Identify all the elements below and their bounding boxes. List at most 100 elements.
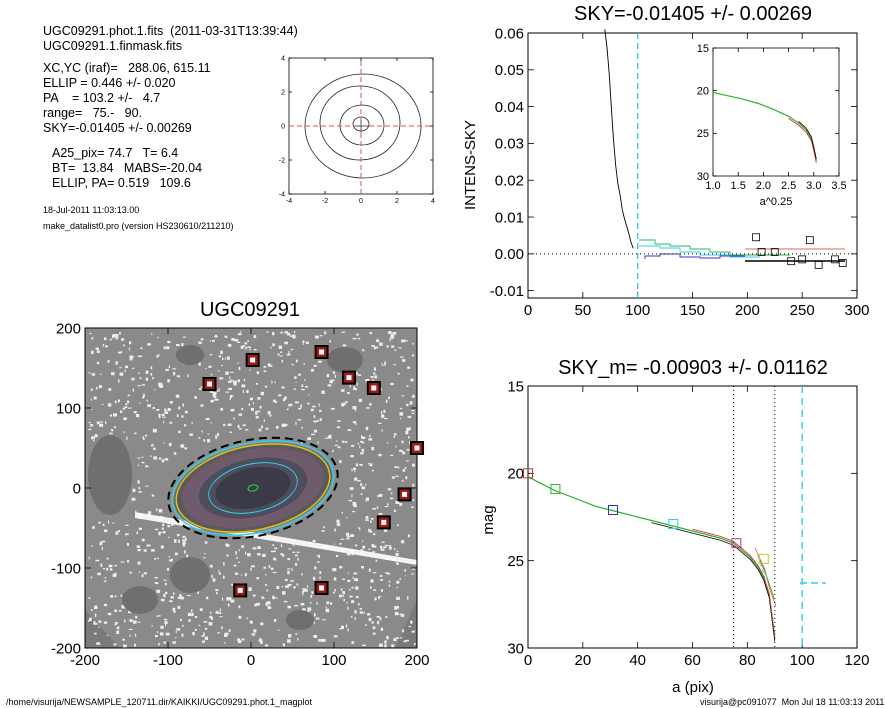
x-tick-label: 300 [844, 302, 869, 319]
x-tick-label: 2.5 [781, 180, 796, 192]
x-tick-label: 250 [790, 302, 815, 319]
x-tick-label: 100 [790, 652, 815, 669]
y-tick-label: 200 [56, 320, 81, 337]
sky-title: SKY=-0.01405 +/- 0.00269 [574, 3, 812, 25]
sky-residual-curves [639, 239, 845, 262]
mag-marker [550, 484, 561, 495]
program-line: make_datalist0.pro (version HS230610/211… [43, 221, 234, 231]
x-tick-label: -2 [322, 198, 328, 205]
mag-profile-series-black [651, 522, 776, 642]
y-tick-label: -2 [279, 157, 285, 164]
x-tick-label: 200 [404, 652, 429, 669]
mag-ylabel: mag [480, 505, 497, 534]
x-tick-label: 0 [524, 302, 532, 319]
sky-point [805, 236, 814, 245]
x-tick-label: 0 [359, 198, 363, 205]
x-tick-label: 1.0 [705, 180, 720, 192]
mag-extra-curves [754, 547, 826, 636]
inset-profile-series-black [798, 121, 817, 159]
x-tick-label: 80 [739, 652, 756, 669]
x-tick-label: 20 [574, 652, 591, 669]
masked-star-core [402, 491, 408, 497]
sky-point [831, 255, 839, 264]
mag-frame [527, 385, 858, 649]
masked-star-core [319, 349, 325, 355]
sky-line: SKY=-0.01405 +/- 0.00269 [43, 121, 192, 135]
inset-xlabel: a^0.25 [760, 196, 793, 208]
masked-star-core [381, 519, 387, 525]
inset-profile-series-red [788, 118, 817, 163]
mask-line: UGC09291.1.finmask.fits [43, 39, 182, 53]
x-tick-label: 2.0 [756, 180, 771, 192]
range-line: range= 75.- 90. [43, 106, 143, 120]
x-tick-label: 50 [574, 302, 591, 319]
x-tick-label: -4 [286, 198, 292, 205]
y-tick-label: 0.05 [495, 62, 524, 79]
contour-plot: -4 -2 0 2 4 -4 -2 0 2 4 [279, 55, 435, 205]
masked-star-core [207, 381, 212, 387]
y-tick-label: -0.01 [490, 283, 524, 300]
sky-point [814, 260, 823, 269]
y-tick-label: 15 [507, 378, 524, 395]
y-tick-label: 0 [73, 480, 81, 497]
a25-line: A25_pix= 74.7 T= 6.4 [52, 146, 179, 160]
x-tick-label: 3.0 [806, 180, 821, 192]
y-tick-label: 4 [281, 55, 285, 62]
mag-marker [758, 553, 769, 564]
galaxy-body [167, 436, 339, 540]
masked-star-core [319, 585, 325, 591]
x-tick-label: 40 [629, 652, 646, 669]
inset-profile-series [712, 91, 817, 161]
y-tick-label: -4 [279, 191, 285, 198]
ellip-line: ELLIP = 0.446 +/- 0.020 [43, 76, 176, 90]
y-tick-label: 0.00 [495, 246, 524, 263]
sky-point [757, 248, 766, 256]
mag-marker [607, 505, 618, 516]
mag-marker [668, 518, 679, 529]
x-tick-label: 0 [247, 652, 255, 669]
y-tick-label: 25 [507, 553, 524, 570]
sky-plot: SKY=-0.01405 +/- 0.00269 INTENS-SKY a^0.… [462, 3, 870, 319]
sky-profile-series [604, 29, 634, 249]
y-tick-label: 25 [697, 128, 709, 140]
y-tick-label: -200 [51, 640, 81, 657]
y-tick-label: -100 [51, 560, 81, 577]
masked-star-core [346, 375, 352, 381]
y-tick-label: 0.02 [495, 172, 524, 189]
image-title: UGC09291 [200, 299, 300, 321]
sky-point [787, 257, 796, 266]
masked-star-core [371, 385, 377, 391]
x-tick-label: -100 [153, 652, 183, 669]
footer-stamp: visurija@pc091077 Mon Jul 18 11:03:13 20… [700, 697, 885, 707]
footer-path: /home/visurija/NEWSAMPLE_120711.dir/KAIK… [6, 697, 312, 707]
y-tick-label: 30 [507, 640, 524, 657]
y-tick-label: 0.03 [495, 136, 524, 153]
y-tick-label: 30 [697, 171, 709, 183]
y-tick-label: 0.04 [495, 99, 524, 116]
masked-star-core [250, 357, 256, 363]
y-tick-label: 20 [507, 466, 524, 483]
image-plot: UGC09291 [51, 299, 430, 669]
x-tick-label: 200 [735, 302, 760, 319]
y-tick-label: 100 [56, 400, 81, 417]
x-tick-label: 4 [431, 198, 435, 205]
x-tick-label: 150 [680, 302, 705, 319]
xcyc-line: XC,YC (iraf)= 288.06, 615.11 [43, 61, 211, 75]
mag-profile-series [527, 476, 776, 640]
sky-point [798, 255, 807, 264]
y-tick-label: 2 [281, 89, 285, 96]
mag-profile-series-red [692, 528, 776, 638]
file-line: UGC09291.phot.1.fits (2011-03-31T13:39:4… [43, 24, 298, 38]
y-tick-label: 0 [281, 123, 285, 130]
mag-plot: SKY_m= -0.00903 +/- 0.01162 a (pix) mag … [480, 357, 870, 696]
x-tick-label: -200 [70, 652, 100, 669]
bt-line: BT= 13.84 MABS=-20.04 [52, 161, 203, 175]
mag-title: SKY_m= -0.00903 +/- 0.01162 [558, 357, 828, 379]
x-tick-label: 2 [395, 198, 399, 205]
x-tick-label: 60 [684, 652, 701, 669]
mag-marker [731, 538, 742, 549]
x-tick-label: 1.5 [731, 180, 746, 192]
date-line: 18-Jul-2011 11:03:13.00 [43, 205, 140, 215]
x-tick-label: 100 [625, 302, 650, 319]
